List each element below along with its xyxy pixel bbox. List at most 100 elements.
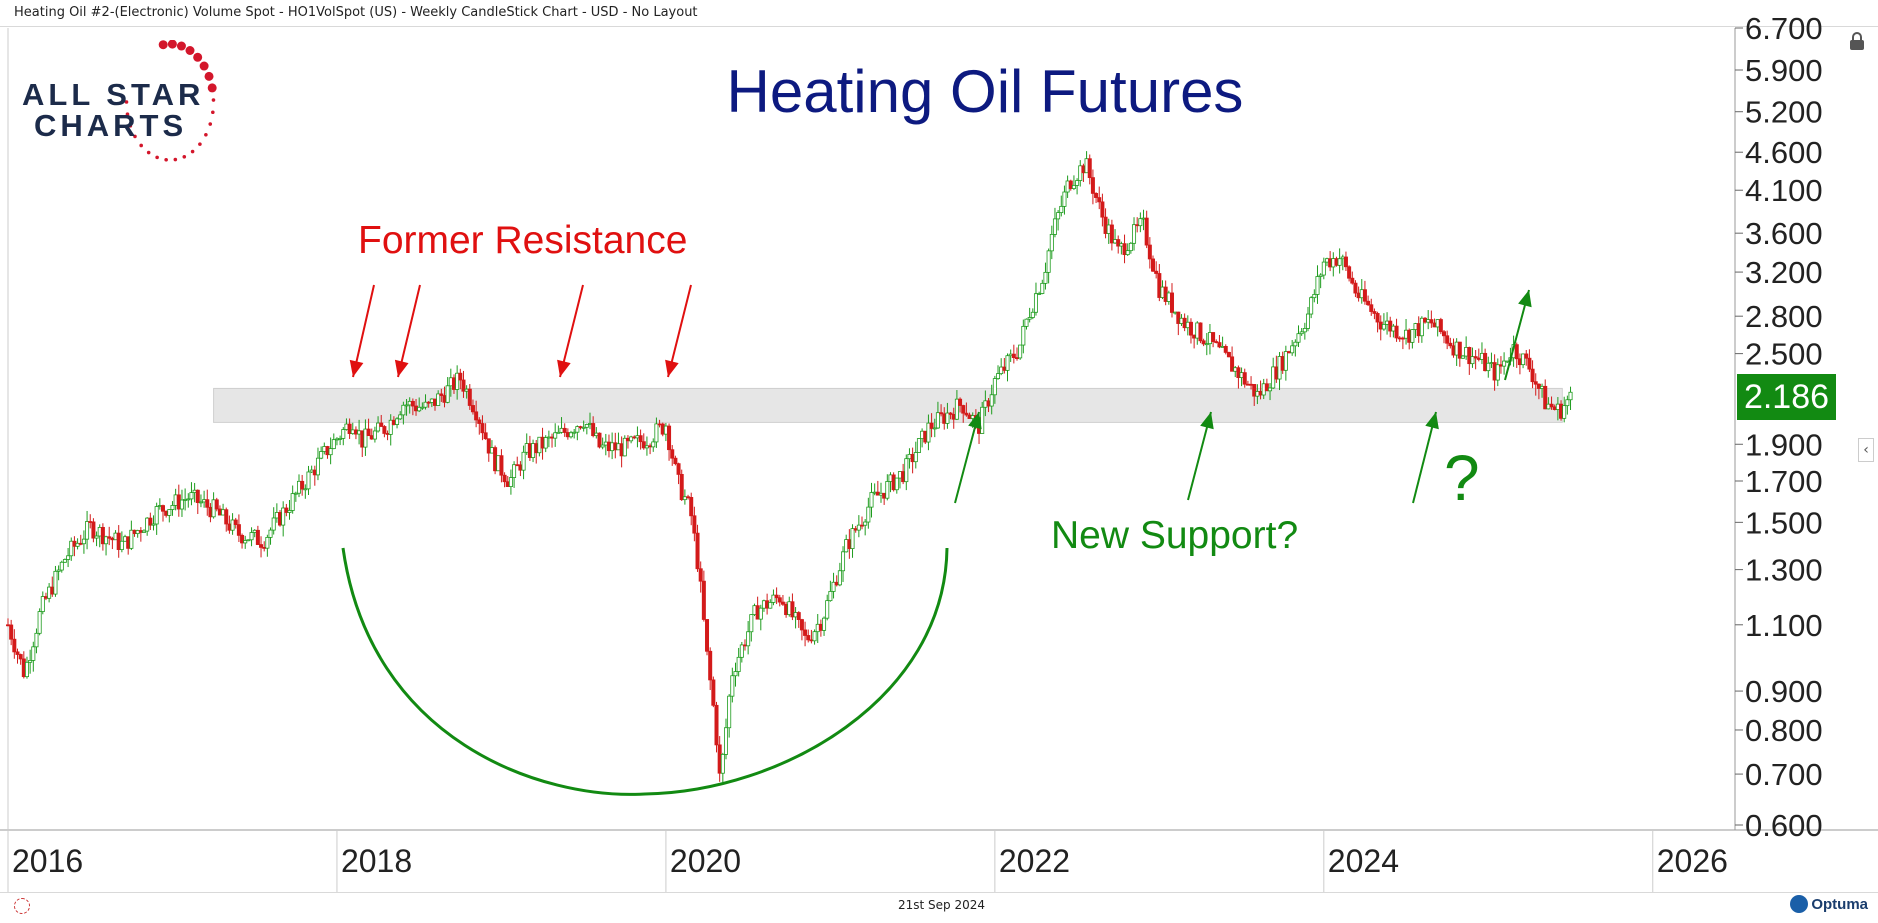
candle-body	[1350, 277, 1355, 284]
candle-body	[243, 540, 248, 544]
candle-body	[40, 596, 45, 612]
candle-body	[901, 471, 906, 483]
candle-body	[632, 436, 637, 439]
candle-body	[698, 568, 703, 582]
candle-body	[929, 422, 934, 429]
settings-ring-icon[interactable]	[14, 898, 30, 914]
logo-star	[125, 112, 130, 116]
candle-body	[686, 496, 691, 499]
candle-body	[341, 429, 346, 439]
y-tick-label-4: 4.100	[1745, 173, 1823, 208]
chart-title: Heating Oil Futures	[727, 58, 1244, 125]
candle-body	[1135, 224, 1140, 227]
candle-body	[1404, 329, 1409, 339]
candle-body	[508, 477, 513, 487]
candle-body	[1328, 258, 1333, 268]
candle-body	[104, 536, 109, 545]
candle-body	[420, 406, 425, 409]
candle-body	[1438, 319, 1443, 333]
candle-body	[461, 379, 466, 392]
candle-body	[553, 432, 558, 439]
candle-body	[1347, 266, 1352, 279]
candle-body	[214, 499, 219, 510]
candle-body	[875, 491, 880, 496]
candle-body	[217, 508, 222, 516]
candle-body	[657, 423, 662, 426]
logo-star	[204, 132, 208, 137]
candle-body	[562, 427, 567, 433]
candle-body	[97, 527, 102, 537]
logo-line-2: CHARTS	[34, 108, 188, 143]
candle-body	[1495, 364, 1500, 381]
candle-body	[581, 426, 586, 429]
candle-body	[382, 426, 387, 434]
logo-star	[198, 142, 202, 146]
lock-icon[interactable]	[1846, 30, 1868, 52]
candle-body	[796, 612, 801, 620]
y-tick-label-12: 1.300	[1745, 553, 1823, 588]
candle-body	[758, 607, 763, 620]
candle-body	[534, 443, 539, 454]
candle-body	[1147, 244, 1152, 260]
candle-body	[768, 602, 773, 609]
chevron-left-icon[interactable]: ‹	[1858, 438, 1874, 462]
candle-body	[920, 430, 925, 439]
candle-body	[1277, 356, 1282, 380]
candle-body	[1369, 304, 1374, 312]
logo-star	[176, 41, 186, 51]
candle-body	[255, 529, 260, 545]
candle-body	[1078, 165, 1083, 181]
candle-body	[173, 494, 178, 506]
candle-body	[1312, 294, 1317, 299]
candle-body	[1090, 177, 1095, 194]
candle-body	[262, 546, 267, 549]
candle-body	[799, 619, 804, 631]
candle-body	[679, 474, 684, 501]
candle-body	[1540, 385, 1545, 389]
candle-body	[1021, 325, 1026, 346]
candle-body	[822, 617, 827, 631]
candle-body	[1394, 325, 1399, 339]
candle-body	[831, 581, 836, 592]
x-tick-label-0: 2016	[12, 843, 83, 879]
candle-body	[1442, 331, 1447, 337]
candle-body	[426, 401, 431, 404]
candle-body	[1435, 319, 1440, 328]
candle-body	[227, 523, 232, 531]
logo-star	[128, 124, 133, 128]
candle-body	[183, 499, 188, 501]
candle-body	[907, 453, 912, 460]
candle-body	[176, 494, 181, 510]
candle-body	[265, 537, 270, 549]
support-arrow-2-head	[1200, 412, 1214, 430]
candle-body	[1182, 317, 1187, 329]
x-tick-label-2: 2020	[670, 843, 741, 879]
candle-body	[815, 623, 820, 633]
candle-body	[1476, 357, 1481, 360]
candle-body	[423, 401, 428, 408]
candle-body	[1005, 355, 1010, 371]
candle-body	[300, 480, 305, 490]
candle-body	[660, 423, 665, 435]
candle-body	[1397, 337, 1402, 340]
candle-body	[641, 441, 646, 449]
x-tick-label-1: 2018	[341, 843, 412, 879]
candle-body	[31, 646, 36, 661]
candle-body	[515, 464, 520, 467]
candle-body	[860, 524, 865, 527]
candle-body	[1211, 332, 1216, 342]
candle-body	[1176, 311, 1181, 324]
logo-star	[199, 61, 209, 71]
candle-body	[999, 366, 1004, 375]
candle-body	[328, 448, 333, 456]
candle-body	[828, 591, 833, 602]
candle-body	[578, 426, 583, 429]
candle-body	[926, 422, 931, 443]
candle-body	[1410, 329, 1415, 343]
candle-body	[1400, 337, 1405, 340]
candle-body	[116, 532, 121, 550]
candle-body	[1527, 357, 1532, 370]
question-mark-label: ?	[1444, 442, 1480, 514]
candle-body	[878, 492, 883, 496]
